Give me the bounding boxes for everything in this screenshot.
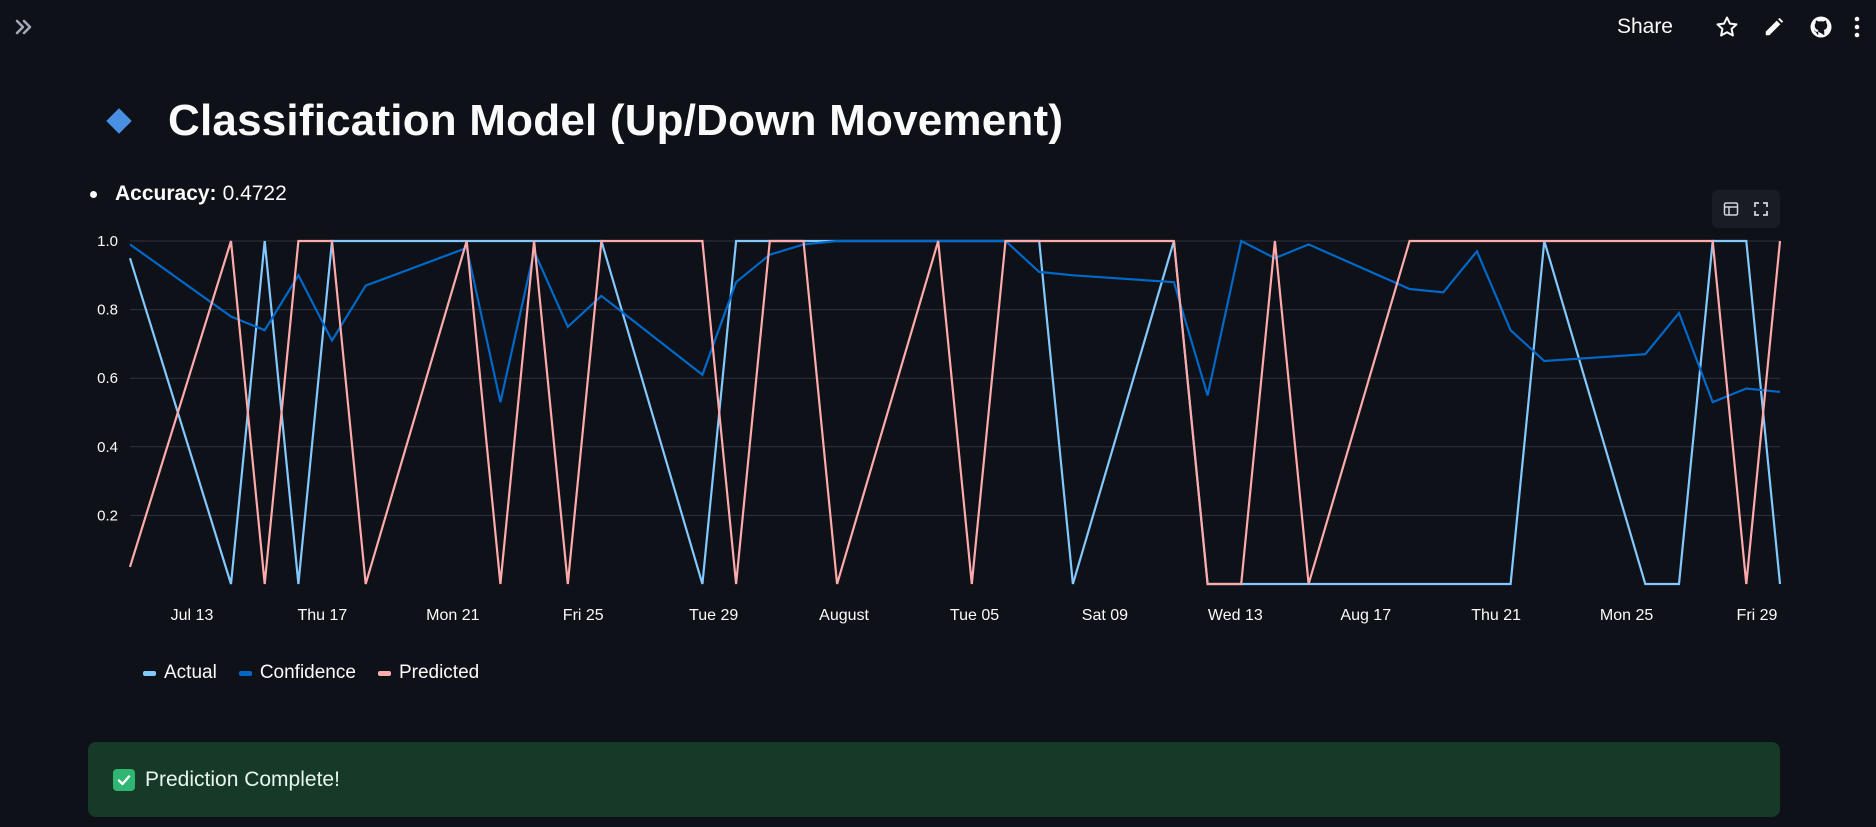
legend-item-actual[interactable]: Actual <box>143 662 217 684</box>
accuracy-value: 0.4722 <box>222 182 287 205</box>
y-tick-label: 0.6 <box>97 370 118 387</box>
github-icon[interactable] <box>1808 14 1834 40</box>
check-icon <box>113 768 135 791</box>
top-bar: Share <box>0 0 1876 52</box>
kebab-menu-icon[interactable] <box>1850 14 1864 40</box>
fullscreen-icon[interactable] <box>1751 199 1771 219</box>
y-tick-label: 0.4 <box>97 439 118 456</box>
accuracy-label: Accuracy: <box>115 182 217 205</box>
x-tick-label: Mon 25 <box>1600 607 1653 624</box>
y-tick-label: 1.0 <box>97 233 118 250</box>
legend-label: Confidence <box>259 662 356 683</box>
x-tick-label: Aug 17 <box>1340 607 1391 624</box>
x-tick-label: Thu 17 <box>298 607 348 624</box>
legend-label: Predicted <box>398 662 480 683</box>
top-actions: Share <box>1617 10 1864 44</box>
chart-legend: Actual Confidence Predicted <box>143 662 501 684</box>
x-tick-label: August <box>819 607 869 624</box>
legend-swatch <box>377 670 391 676</box>
table-icon[interactable] <box>1721 199 1741 219</box>
diamond-icon <box>106 108 132 134</box>
star-icon[interactable] <box>1714 14 1740 40</box>
legend-swatch <box>238 670 252 676</box>
pencil-icon[interactable] <box>1761 14 1787 40</box>
x-tick-label: Fri 25 <box>563 607 604 624</box>
legend-item-predicted[interactable]: Predicted <box>377 662 480 684</box>
x-tick-label: Wed 13 <box>1208 607 1263 624</box>
x-tick-label: Thu 21 <box>1471 607 1521 624</box>
status-message: Prediction Complete! <box>145 767 340 791</box>
x-tick-label: Tue 29 <box>689 607 738 624</box>
x-tick-label: Jul 13 <box>171 607 214 624</box>
x-tick-label: Sat 09 <box>1082 607 1128 624</box>
page-title: Classification Model (Up/Down Movement) <box>168 96 1064 145</box>
x-tick-label: Mon 21 <box>426 607 479 624</box>
success-alert: Prediction Complete! <box>88 742 1780 817</box>
accuracy-bullet: Accuracy: 0.4722 <box>90 182 287 206</box>
series-line-predicted <box>128 239 1782 586</box>
y-tick-label: 0.2 <box>97 507 118 524</box>
legend-item-confidence[interactable]: Confidence <box>238 662 356 684</box>
y-tick-label: 0.8 <box>97 302 118 319</box>
legend-swatch <box>143 670 156 676</box>
x-tick-label: Fri 29 <box>1737 607 1778 624</box>
title-row: Classification Model (Up/Down Movement) <box>106 96 1063 146</box>
share-button[interactable]: Share <box>1616 15 1673 38</box>
x-tick-label: Tue 05 <box>950 607 999 624</box>
series-line-confidence <box>129 239 1781 404</box>
legend-label: Actual <box>164 662 217 683</box>
series-line-actual <box>128 239 1782 586</box>
double-chevron-right-icon[interactable] <box>12 14 38 40</box>
chart-toolbar <box>1712 190 1780 228</box>
bullet-dot <box>90 190 97 198</box>
